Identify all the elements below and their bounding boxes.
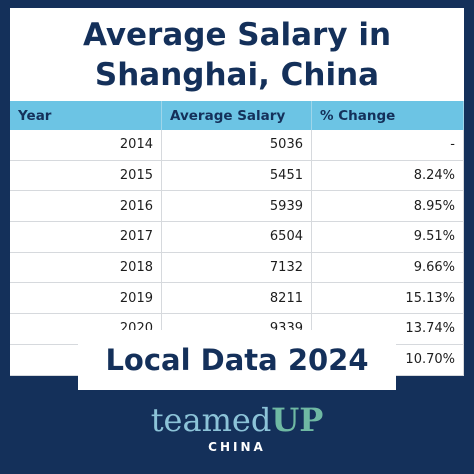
logo-word: teamed xyxy=(150,401,272,439)
logo: teamedUP CHINA xyxy=(0,400,474,454)
table-row: 2014 5036- xyxy=(10,130,464,161)
table-cell: 5939 xyxy=(162,191,312,222)
table-cell: 2018 xyxy=(10,252,162,283)
table-row: 2015 5451 8.24% xyxy=(10,160,464,192)
salary-table: Year Average Salary% Change 2014 5036-2015 5… xyxy=(10,101,464,376)
table-cell: 5036 xyxy=(162,130,312,160)
logo-accent: UP xyxy=(271,401,324,439)
table-cell: 8.24% xyxy=(312,160,464,191)
table-cell: 2017 xyxy=(10,222,162,252)
table-cell: 2014 xyxy=(10,130,162,160)
table-cell: 15.13% xyxy=(312,283,464,314)
table-cell: 2019 xyxy=(10,283,162,314)
table-cell: 6504 xyxy=(162,222,312,252)
table-row: 2016 5939 8.95% xyxy=(10,191,464,223)
table-row: 2019 8211 15.13% xyxy=(10,283,464,315)
badge: Local Data 2024 xyxy=(78,330,396,390)
column-header: Average Salary xyxy=(162,101,312,130)
table-cell: 8.95% xyxy=(312,191,464,222)
table-cell: 8211 xyxy=(162,283,312,314)
title-line: Average Salary in xyxy=(82,16,392,53)
table-cell: 7132 xyxy=(162,252,312,283)
title-box: Average Salary in Shanghai, China xyxy=(10,8,464,101)
logo-main: teamedUP xyxy=(0,400,474,440)
title-line: Shanghai, China xyxy=(94,56,380,93)
column-header: % Change xyxy=(312,101,464,130)
table-cell: 9.66% xyxy=(312,252,464,283)
table-cell: 2015 xyxy=(10,160,162,191)
column-header: Year xyxy=(10,101,162,130)
table-cell: 5451 xyxy=(162,160,312,191)
table-cell: 2016 xyxy=(10,191,162,222)
table-cell: 10.70% xyxy=(312,344,464,375)
table-row: 2018 7132 9.66% xyxy=(10,252,464,284)
table-cell: - xyxy=(312,130,464,160)
table-cell: 9.51% xyxy=(312,222,464,252)
logo-sub: CHINA xyxy=(208,440,266,454)
table-cell: 13.74% xyxy=(312,314,464,344)
header-row: Year Average Salary% Change xyxy=(10,101,464,130)
table-row: 2017 6504 9.51% xyxy=(10,222,464,253)
